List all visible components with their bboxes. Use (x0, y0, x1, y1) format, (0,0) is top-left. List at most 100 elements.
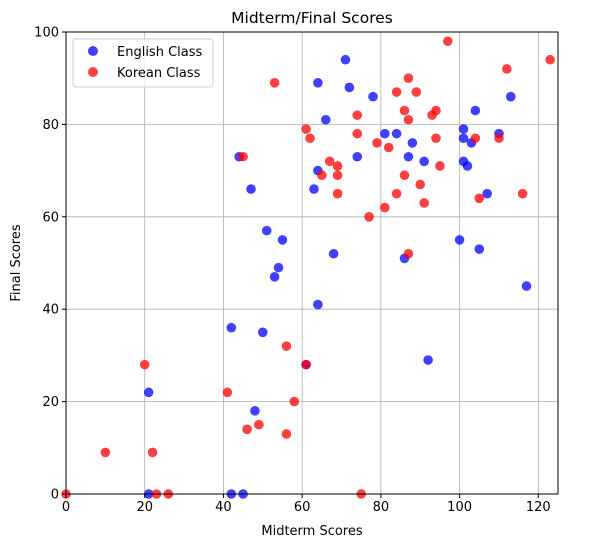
point-english (407, 138, 418, 148)
point-korean (139, 359, 150, 370)
point-korean (269, 78, 280, 88)
x-tick-label: 120 (526, 500, 551, 515)
point-english (269, 272, 280, 282)
x-tick-label: 40 (215, 500, 232, 515)
point-korean (431, 105, 441, 116)
y-axis-label: Final Scores (9, 224, 24, 302)
point-english (344, 82, 355, 93)
point-english (309, 184, 319, 194)
x-tick-label: 60 (294, 500, 311, 515)
legend-marker-english (88, 46, 98, 56)
point-korean (352, 128, 363, 139)
point-korean (301, 359, 311, 370)
point-korean (474, 193, 485, 204)
point-english (521, 281, 532, 291)
point-korean (435, 161, 445, 171)
point-korean (470, 133, 481, 144)
point-korean (242, 424, 252, 435)
point-korean (254, 419, 264, 430)
point-english (462, 161, 473, 171)
legend-label-korean: Korean Class (117, 66, 201, 81)
point-korean (238, 151, 248, 162)
point-korean (517, 188, 528, 199)
chart-title: Midterm/Final Scores (231, 9, 393, 27)
point-english (261, 225, 272, 236)
point-korean (442, 36, 453, 47)
legend: English Class Korean Class (72, 38, 214, 88)
point-korean (301, 124, 311, 134)
point-korean (281, 341, 292, 351)
point-korean (403, 114, 414, 125)
point-english (258, 327, 268, 338)
x-axis-label: Midterm Scores (261, 524, 362, 539)
plot-frame (65, 31, 559, 495)
point-korean (352, 110, 363, 120)
point-korean (419, 198, 429, 208)
point-korean (100, 447, 111, 458)
point-english (474, 244, 485, 254)
point-korean (391, 188, 402, 199)
data-points (61, 36, 555, 499)
point-english (250, 406, 260, 416)
point-korean (289, 396, 300, 407)
point-korean (332, 188, 343, 199)
point-english (368, 91, 378, 102)
point-korean (411, 87, 422, 97)
point-english (458, 133, 469, 144)
y-tick-label: 60 (42, 210, 59, 225)
point-english (273, 262, 284, 273)
legend-label-english: English Class (117, 45, 203, 60)
y-tick-label: 40 (42, 303, 59, 318)
point-english (482, 188, 492, 199)
point-english (505, 91, 516, 102)
point-english (320, 114, 331, 125)
y-tick-label: 80 (42, 118, 59, 133)
x-tick-label: 0 (62, 500, 70, 515)
point-korean (281, 429, 292, 439)
point-korean (391, 87, 402, 97)
y-tick-label: 100 (34, 26, 59, 41)
y-tick-label: 20 (42, 395, 59, 410)
point-korean (494, 133, 504, 144)
point-english (403, 151, 414, 162)
point-korean (332, 170, 343, 181)
point-korean (305, 133, 315, 144)
x-tick-label: 20 (136, 500, 153, 515)
point-english (470, 105, 481, 116)
point-korean (364, 212, 374, 222)
point-english (246, 184, 256, 194)
x-tick-label: 80 (373, 500, 390, 515)
point-english (423, 355, 433, 365)
legend-box (72, 38, 214, 88)
point-korean (317, 170, 327, 181)
point-korean (383, 142, 394, 153)
point-english (352, 151, 363, 162)
point-korean (431, 133, 441, 144)
legend-marker-korean (88, 67, 98, 77)
point-english (458, 124, 469, 134)
point-english (277, 235, 288, 245)
point-korean (372, 138, 382, 148)
point-english (419, 156, 429, 167)
point-english (226, 322, 237, 333)
point-english (328, 248, 339, 259)
point-english (340, 54, 351, 65)
x-tick-label: 100 (447, 500, 472, 515)
point-korean (380, 202, 390, 213)
point-korean (502, 64, 512, 74)
point-korean (403, 248, 414, 259)
point-korean (399, 170, 410, 181)
point-korean (403, 73, 414, 83)
axis-ticks: 0 20 40 60 80 100 120 0 20 40 60 80 100 (34, 26, 551, 516)
point-korean (147, 447, 158, 458)
point-english (313, 299, 323, 310)
point-korean (222, 387, 233, 398)
point-english (143, 387, 154, 398)
point-english (391, 128, 402, 139)
y-tick-label: 0 (51, 488, 59, 503)
point-korean (332, 161, 343, 171)
point-korean (415, 179, 426, 190)
point-korean (324, 156, 335, 167)
